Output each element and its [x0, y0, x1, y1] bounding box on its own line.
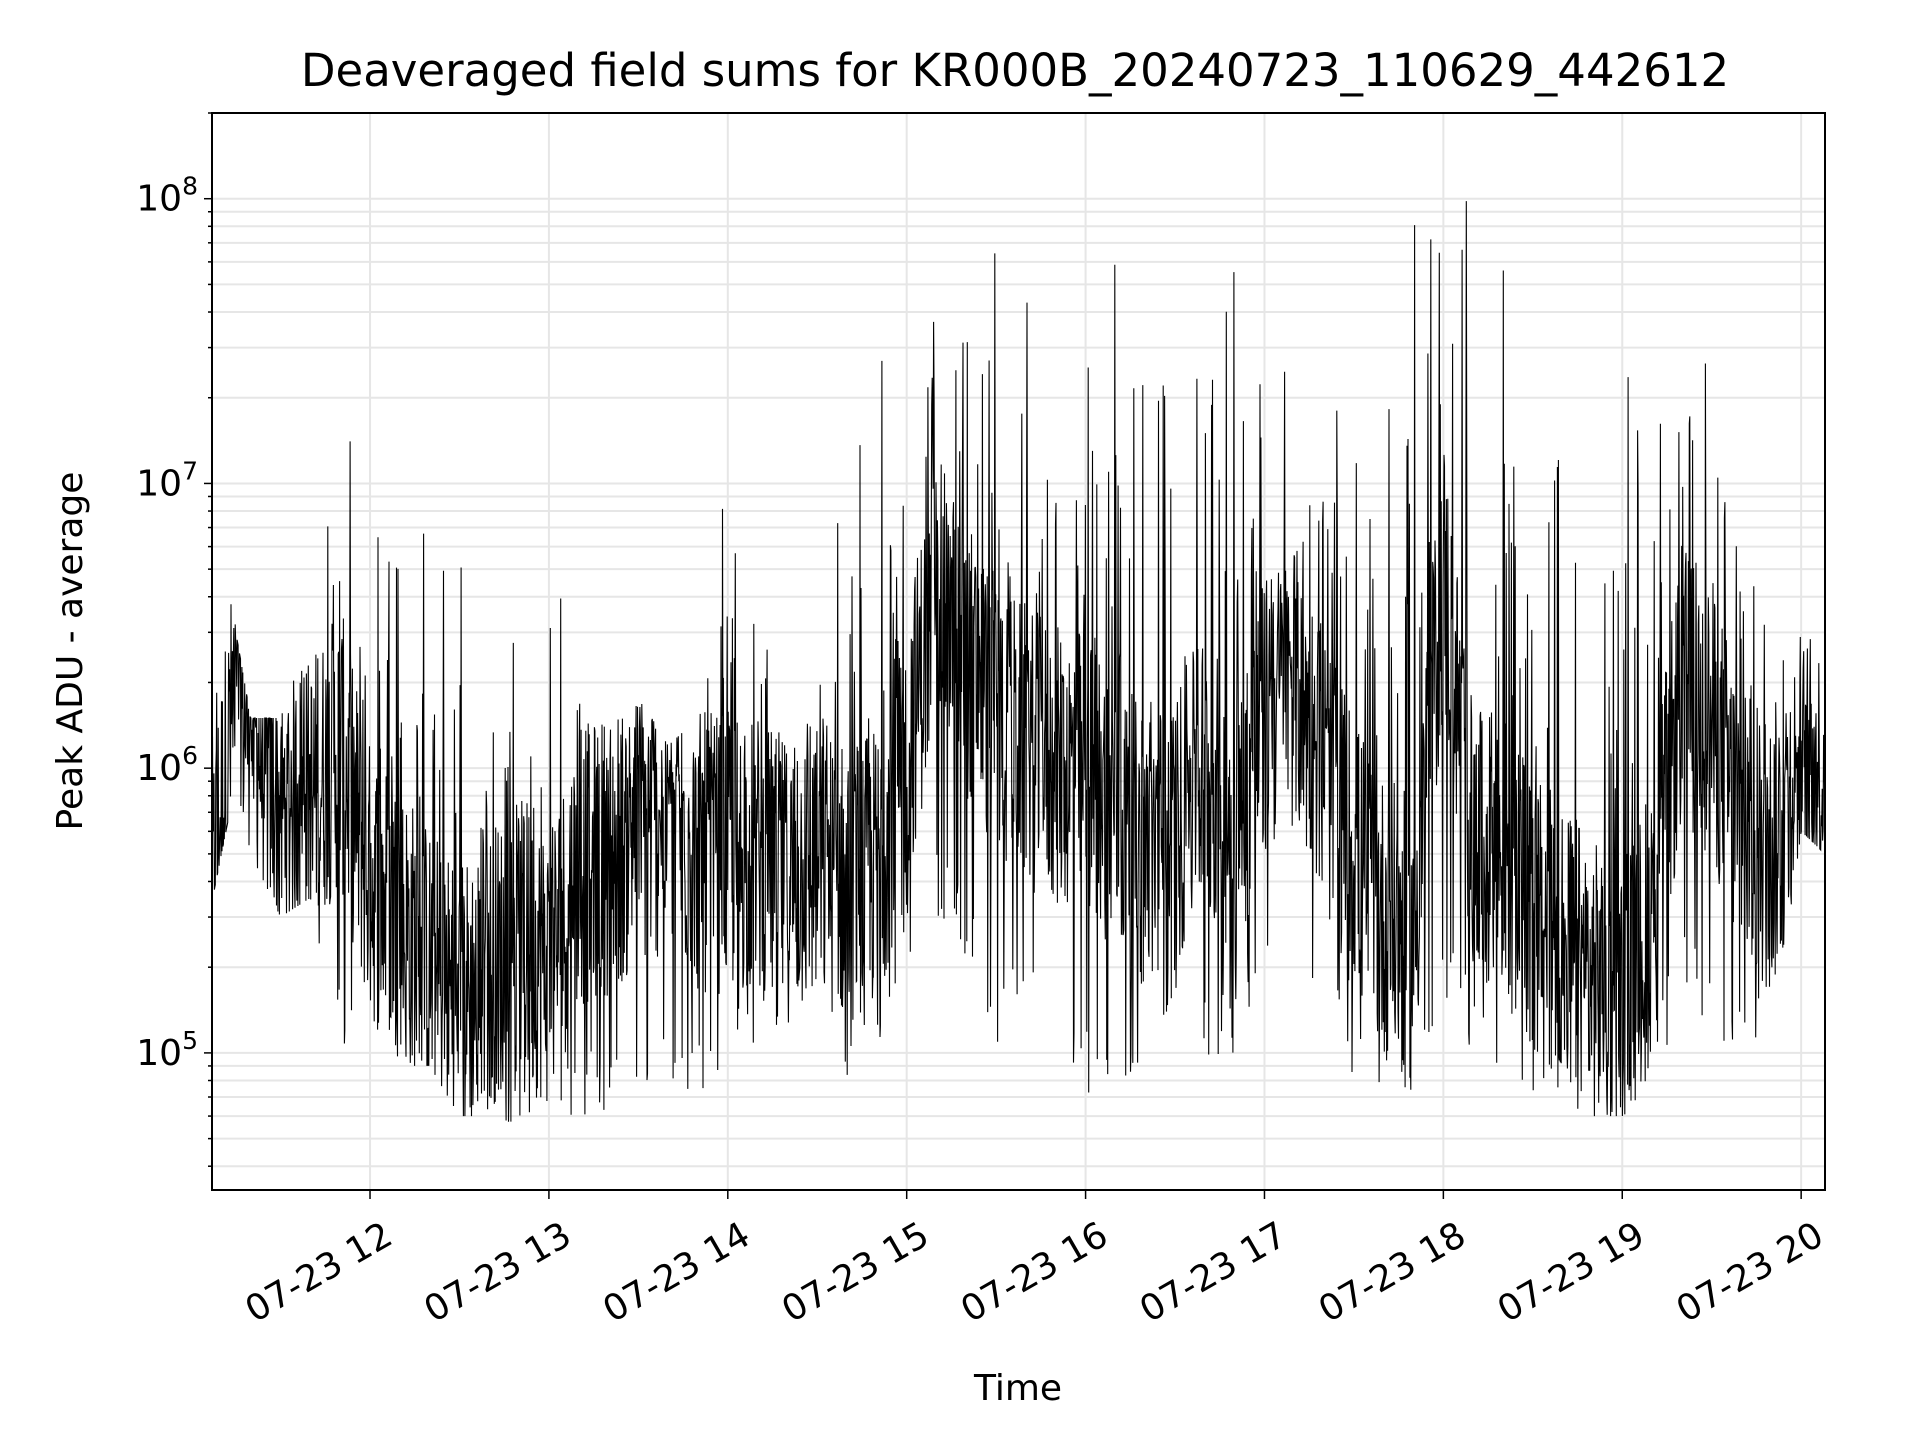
y-tick-label: 106 [136, 741, 198, 789]
series-group [211, 201, 1826, 1122]
y-tick-label: 108 [136, 172, 198, 220]
y-axis-label: Peak ADU - average [50, 472, 91, 831]
x-axis-label: Time [973, 1368, 1062, 1409]
series-line [211, 201, 1826, 1122]
y-tick-label: 107 [136, 456, 198, 504]
y-tick-label: 105 [136, 1026, 198, 1074]
chart-title: Deaveraged field sums for KR000B_2024072… [301, 44, 1729, 97]
plot-frame [211, 112, 1826, 1191]
